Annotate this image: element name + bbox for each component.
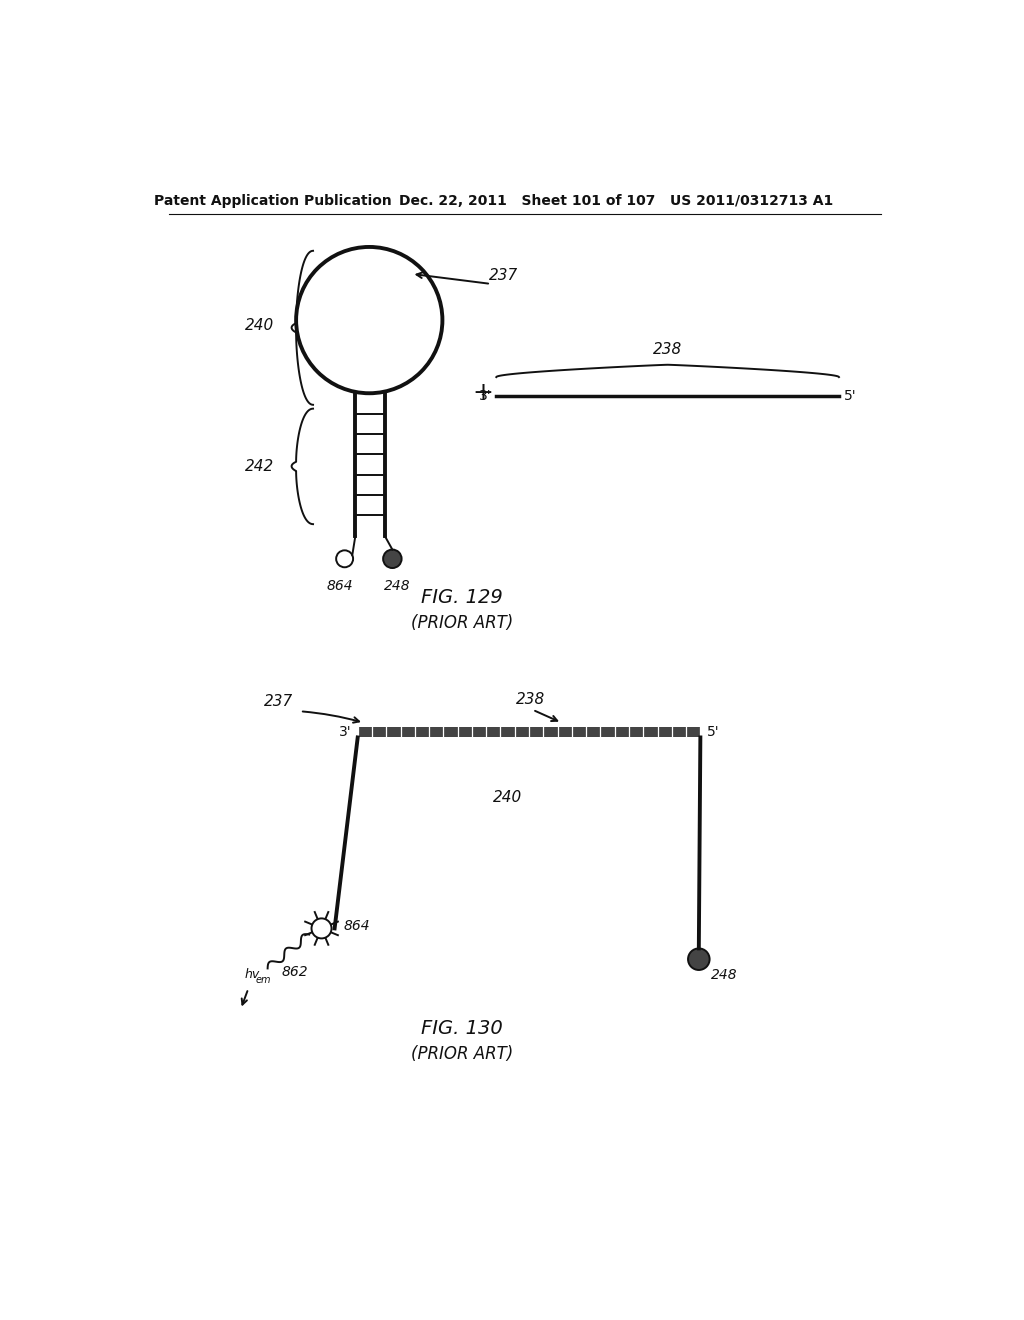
- Circle shape: [688, 949, 710, 970]
- Text: 238: 238: [653, 342, 682, 356]
- Text: 864: 864: [327, 579, 353, 593]
- Bar: [357, 726, 700, 738]
- Text: 3': 3': [339, 725, 351, 739]
- Circle shape: [336, 550, 353, 568]
- Text: 248: 248: [711, 968, 737, 982]
- Text: 5': 5': [707, 725, 719, 739]
- Text: (PRIOR ART): (PRIOR ART): [411, 614, 513, 632]
- Text: 5': 5': [844, 388, 856, 403]
- Text: +: +: [473, 381, 494, 405]
- Text: 240: 240: [494, 789, 522, 805]
- Text: 248: 248: [384, 579, 411, 593]
- Text: FIG. 129: FIG. 129: [421, 587, 503, 607]
- Text: 238: 238: [516, 692, 546, 708]
- Text: FIG. 130: FIG. 130: [421, 1019, 503, 1038]
- Circle shape: [311, 919, 332, 939]
- Text: hv: hv: [245, 968, 260, 981]
- Text: 237: 237: [488, 268, 518, 282]
- Text: 237: 237: [264, 694, 293, 709]
- Text: 240: 240: [246, 318, 274, 334]
- Circle shape: [383, 549, 401, 568]
- Text: em: em: [255, 975, 270, 985]
- Text: 242: 242: [246, 459, 274, 474]
- Text: Patent Application Publication: Patent Application Publication: [155, 194, 392, 207]
- Text: Dec. 22, 2011   Sheet 101 of 107   US 2011/0312713 A1: Dec. 22, 2011 Sheet 101 of 107 US 2011/0…: [398, 194, 833, 207]
- Text: 3': 3': [479, 388, 492, 403]
- Text: 864: 864: [343, 919, 370, 933]
- Text: (PRIOR ART): (PRIOR ART): [411, 1045, 513, 1063]
- Text: 862: 862: [282, 965, 308, 979]
